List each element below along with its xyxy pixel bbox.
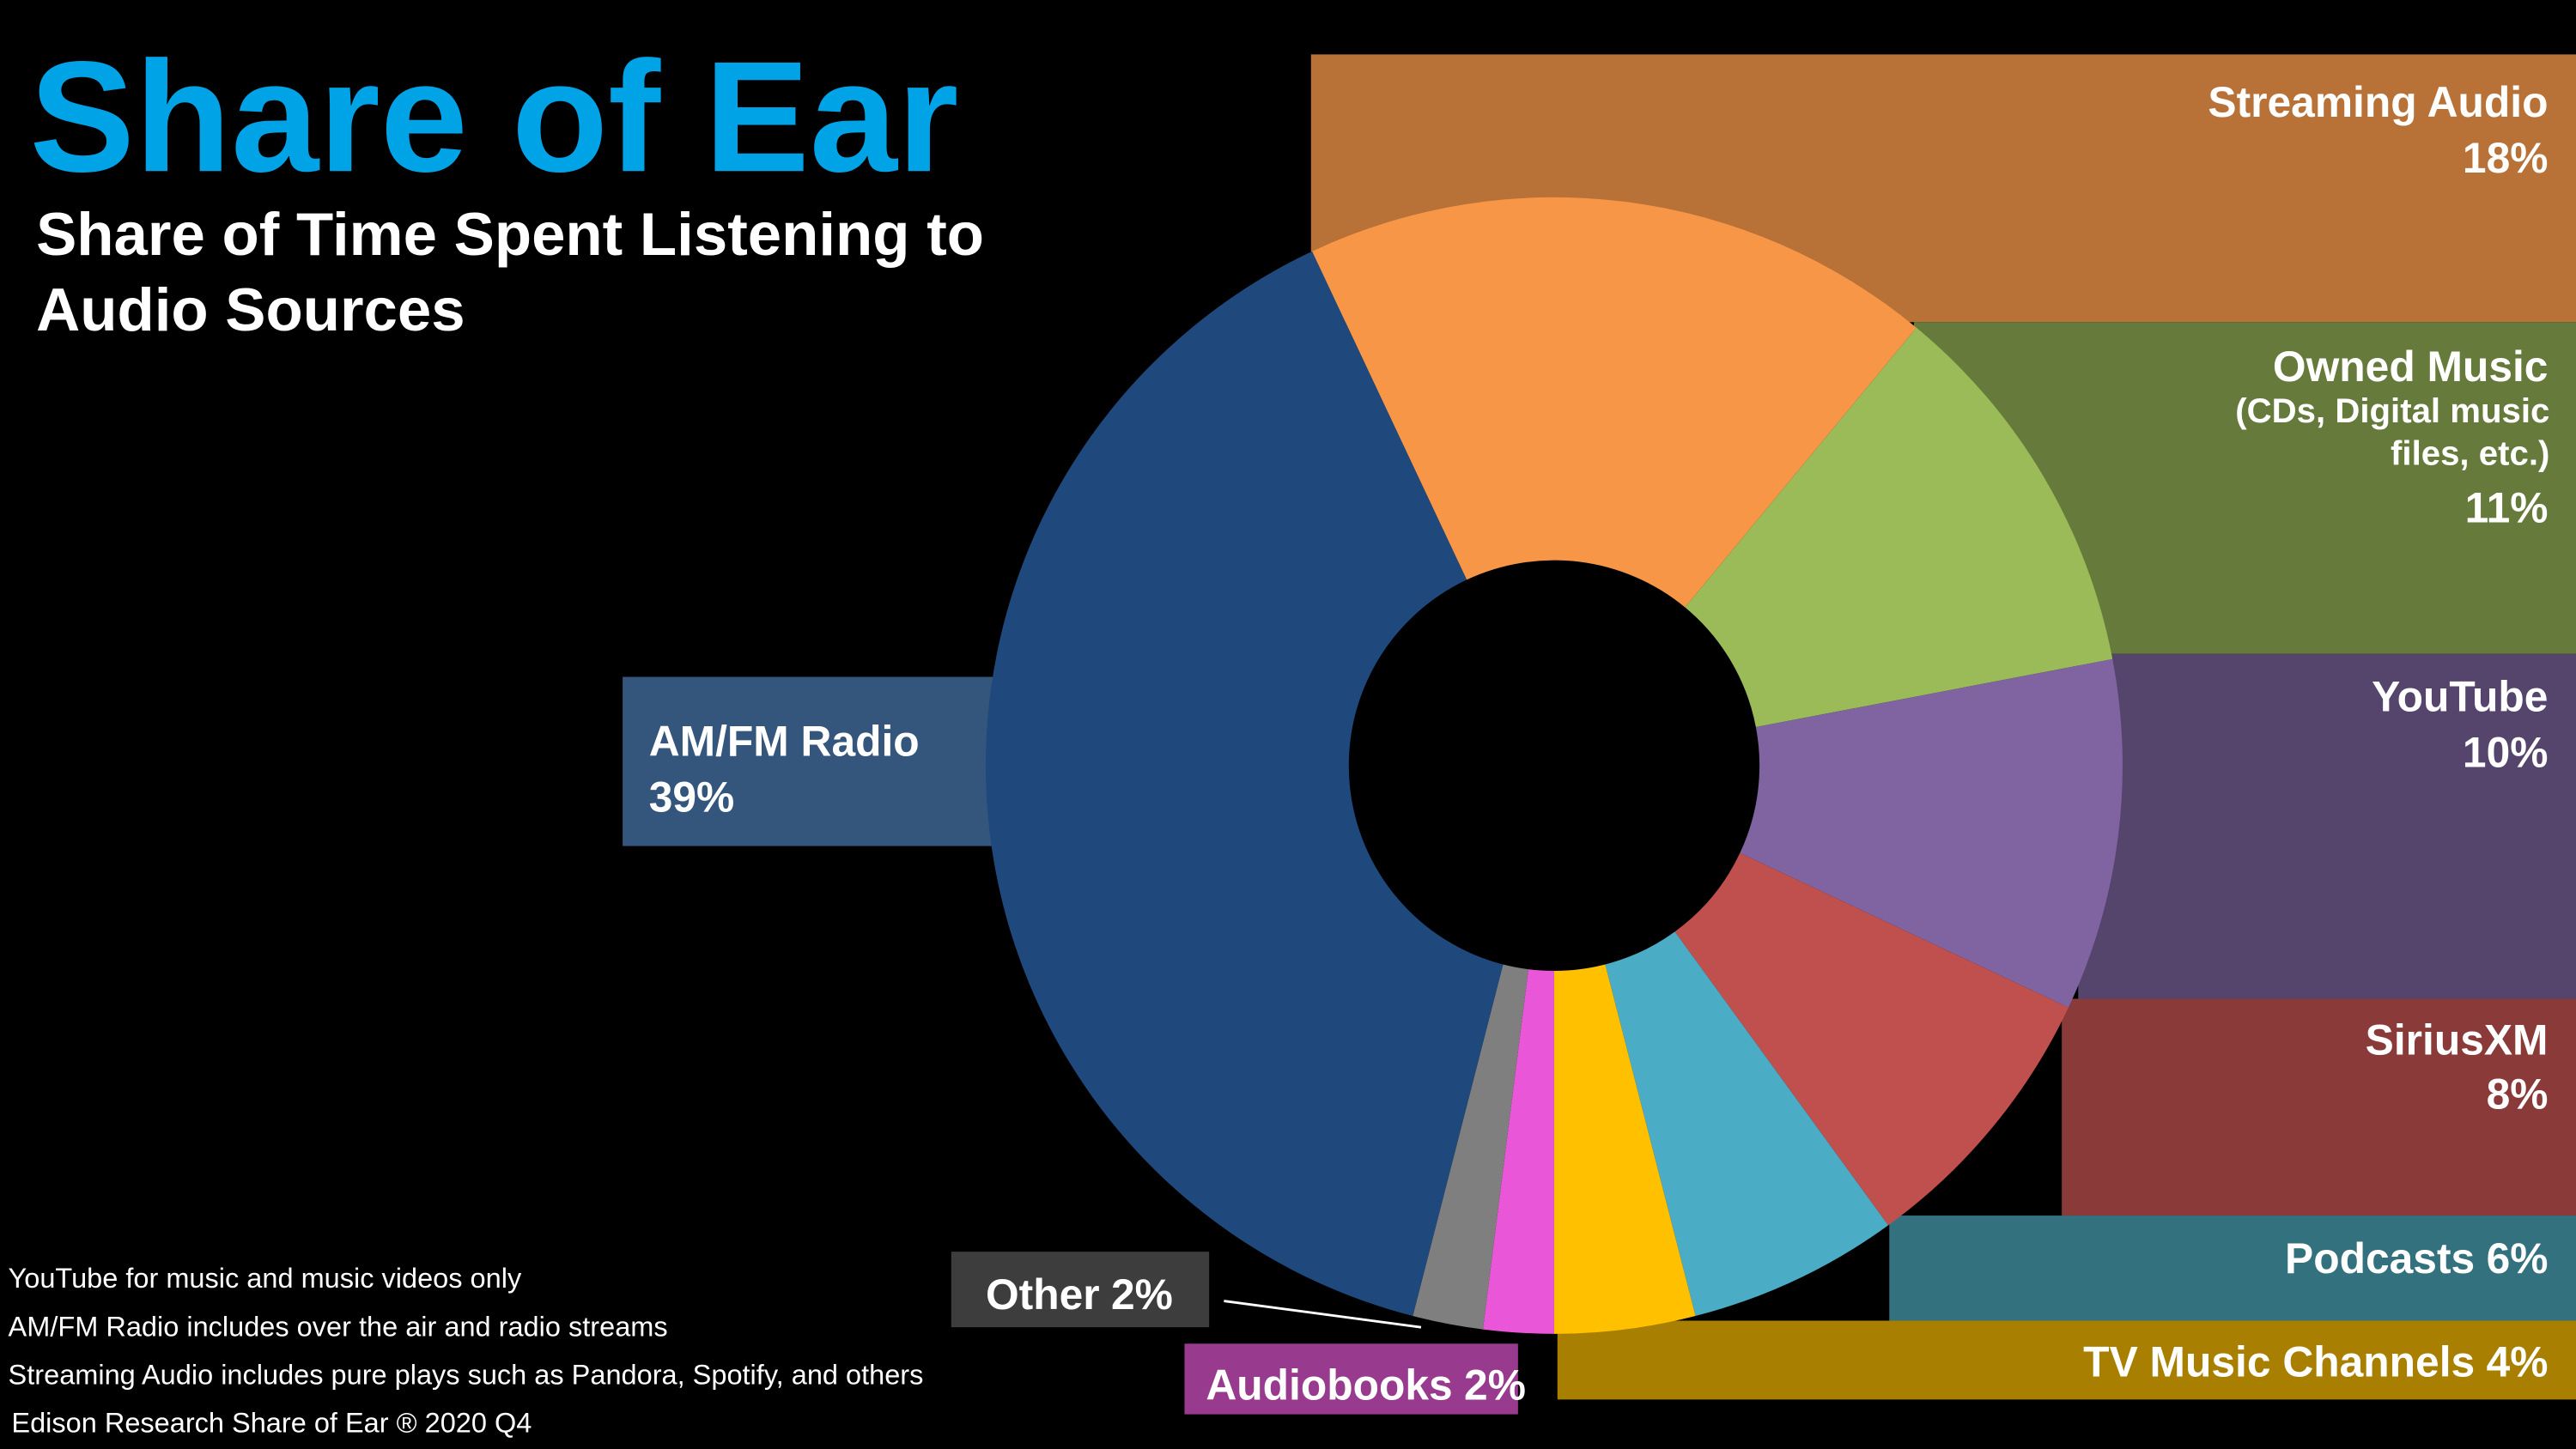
- category-label: SiriusXM: [2366, 1016, 2549, 1064]
- value-label: 11%: [2465, 484, 2549, 532]
- category-label: Podcasts: [2285, 1234, 2475, 1282]
- value-label: 2%: [1464, 1361, 1526, 1409]
- footnote: Edison Research Share of Ear ® 2020 Q4: [11, 1407, 532, 1438]
- value-label: 4%: [2487, 1338, 2549, 1386]
- category-label: Streaming Audio: [2208, 78, 2548, 126]
- chart-subtitle: Share of Time Spent Listening to Audio S…: [36, 200, 985, 344]
- chart-title: Share of Ear: [29, 28, 958, 204]
- slice: [1482, 969, 1554, 1334]
- slice: [1605, 931, 1889, 1317]
- label-panel: [951, 1252, 1210, 1328]
- value-label: 2%: [1111, 1270, 1173, 1319]
- slice: [1553, 964, 1696, 1334]
- slice: [1685, 327, 2113, 728]
- footnote: Streaming Audio includes pure plays such…: [9, 1359, 924, 1390]
- footnote: YouTube for music and music videos only: [9, 1263, 522, 1294]
- note-box: (CDs, Digital music files, etc.): [2235, 392, 2550, 474]
- value-label: 8%: [2487, 1070, 2549, 1119]
- label-panel: [623, 676, 994, 846]
- slice: [1312, 197, 1917, 608]
- label-panel: [1184, 1343, 1518, 1415]
- slice: [1740, 658, 2123, 1008]
- value-label: 6%: [2487, 1234, 2549, 1282]
- label-panel: [2078, 653, 2576, 999]
- value-label: 39%: [649, 773, 735, 821]
- category-label: Audiobooks: [1206, 1361, 1452, 1409]
- category-label: TV Music Channels: [2083, 1338, 2475, 1386]
- label-panel: [1889, 1216, 2576, 1321]
- label-panel: [2062, 998, 2576, 1216]
- slice: [1674, 852, 2069, 1226]
- category-label: Other: [986, 1270, 1100, 1319]
- slice: [985, 251, 1504, 1317]
- category-label: Owned Music: [2273, 343, 2549, 391]
- subtitle-box: Share of Time Spent Listening to Audio S…: [36, 200, 985, 344]
- category-label: AM/FM Radio: [649, 717, 920, 765]
- category-note: (CDs, Digital music files, etc.): [2235, 392, 2550, 474]
- footnote: AM/FM Radio includes over the air and ra…: [9, 1311, 668, 1342]
- value-label: 10%: [2463, 729, 2549, 777]
- slice: [1413, 964, 1528, 1330]
- leader-line: [1224, 1300, 1422, 1329]
- value-label: 18%: [2463, 134, 2549, 182]
- category-label: YouTube: [2372, 673, 2548, 721]
- label-panel: [1557, 1320, 2576, 1400]
